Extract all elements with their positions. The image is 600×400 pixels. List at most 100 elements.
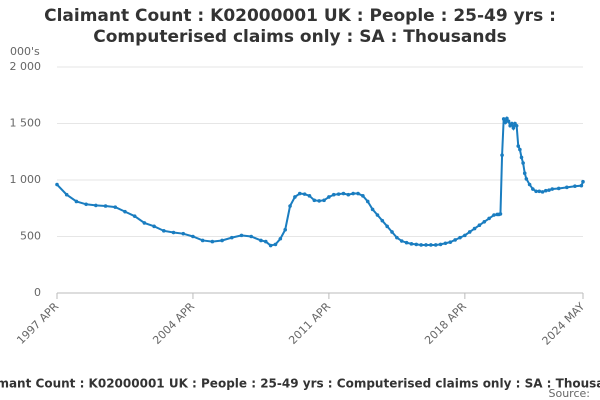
y-tick-label: 2 000 bbox=[10, 60, 42, 73]
point bbox=[537, 189, 542, 194]
point bbox=[492, 213, 496, 217]
point bbox=[210, 239, 215, 244]
point bbox=[573, 184, 577, 189]
point bbox=[288, 204, 292, 208]
y-tick-label: 0 bbox=[34, 286, 41, 299]
point bbox=[346, 192, 351, 197]
point bbox=[84, 202, 88, 207]
y-tick-label: 1 500 bbox=[10, 117, 42, 130]
point bbox=[322, 198, 326, 203]
point bbox=[351, 191, 355, 196]
point bbox=[327, 195, 331, 199]
point bbox=[506, 119, 511, 124]
point bbox=[171, 230, 176, 235]
point bbox=[317, 199, 321, 203]
point bbox=[229, 235, 234, 240]
point bbox=[581, 179, 585, 184]
footer-title: Claimant Count : K02000001 UK : People :… bbox=[0, 377, 600, 391]
point bbox=[336, 192, 341, 196]
point bbox=[399, 239, 404, 243]
point bbox=[519, 155, 524, 160]
point bbox=[103, 204, 108, 208]
point bbox=[467, 230, 472, 234]
point bbox=[534, 189, 538, 194]
point bbox=[341, 191, 346, 196]
x-tick-label: 2011 APR bbox=[286, 300, 333, 347]
point bbox=[463, 233, 467, 238]
point bbox=[424, 243, 428, 247]
point bbox=[514, 123, 519, 128]
point bbox=[498, 212, 503, 216]
point bbox=[540, 190, 545, 194]
y-tick-label: 1 000 bbox=[10, 173, 42, 186]
point bbox=[370, 207, 375, 212]
point bbox=[579, 183, 584, 188]
point bbox=[395, 235, 399, 240]
point bbox=[142, 221, 147, 225]
point bbox=[390, 230, 394, 234]
chart-title: Claimant Count : K02000001 UK : People :… bbox=[44, 6, 556, 47]
point bbox=[123, 209, 127, 214]
point bbox=[453, 238, 457, 242]
point bbox=[487, 216, 491, 221]
point bbox=[356, 191, 360, 196]
point bbox=[409, 242, 414, 246]
point bbox=[458, 235, 462, 240]
point bbox=[239, 233, 244, 238]
point bbox=[501, 117, 506, 121]
point bbox=[503, 120, 508, 125]
point bbox=[259, 238, 263, 243]
point bbox=[64, 192, 69, 197]
x-tick-label: 2024 MAY bbox=[540, 300, 588, 348]
point bbox=[375, 213, 380, 217]
point bbox=[283, 227, 288, 232]
point bbox=[113, 205, 118, 209]
point bbox=[220, 238, 224, 243]
x-tick-label: 1997 APR bbox=[14, 300, 61, 347]
point bbox=[361, 194, 365, 198]
point bbox=[438, 242, 443, 247]
point bbox=[522, 171, 527, 176]
point bbox=[273, 242, 278, 247]
point bbox=[404, 240, 409, 245]
point bbox=[249, 234, 254, 239]
point bbox=[55, 182, 59, 187]
point bbox=[433, 243, 438, 247]
point bbox=[518, 147, 522, 152]
point bbox=[200, 238, 205, 243]
point bbox=[500, 153, 504, 157]
point bbox=[132, 214, 137, 218]
point bbox=[302, 192, 307, 196]
point bbox=[472, 226, 477, 231]
point bbox=[162, 229, 166, 233]
point bbox=[482, 220, 487, 224]
point bbox=[181, 231, 186, 236]
point bbox=[511, 126, 516, 130]
point bbox=[365, 199, 370, 204]
point bbox=[550, 187, 555, 191]
source: Source: bbox=[549, 387, 591, 400]
point bbox=[385, 224, 389, 229]
point bbox=[547, 188, 551, 192]
point bbox=[509, 121, 514, 126]
point bbox=[419, 243, 423, 247]
point bbox=[531, 187, 535, 191]
point bbox=[543, 188, 548, 193]
y-axis-label: 000's bbox=[10, 45, 40, 58]
point bbox=[429, 243, 433, 247]
x-tick-label: 2018 APR bbox=[422, 300, 469, 347]
point bbox=[524, 177, 529, 181]
point bbox=[527, 182, 532, 187]
point bbox=[152, 224, 156, 229]
point bbox=[268, 243, 273, 248]
point bbox=[505, 116, 509, 121]
point bbox=[516, 144, 521, 148]
point bbox=[312, 198, 317, 203]
point bbox=[380, 218, 385, 223]
point bbox=[94, 203, 98, 208]
point bbox=[307, 194, 312, 198]
point bbox=[74, 199, 79, 204]
point bbox=[331, 192, 336, 197]
point bbox=[477, 223, 482, 227]
